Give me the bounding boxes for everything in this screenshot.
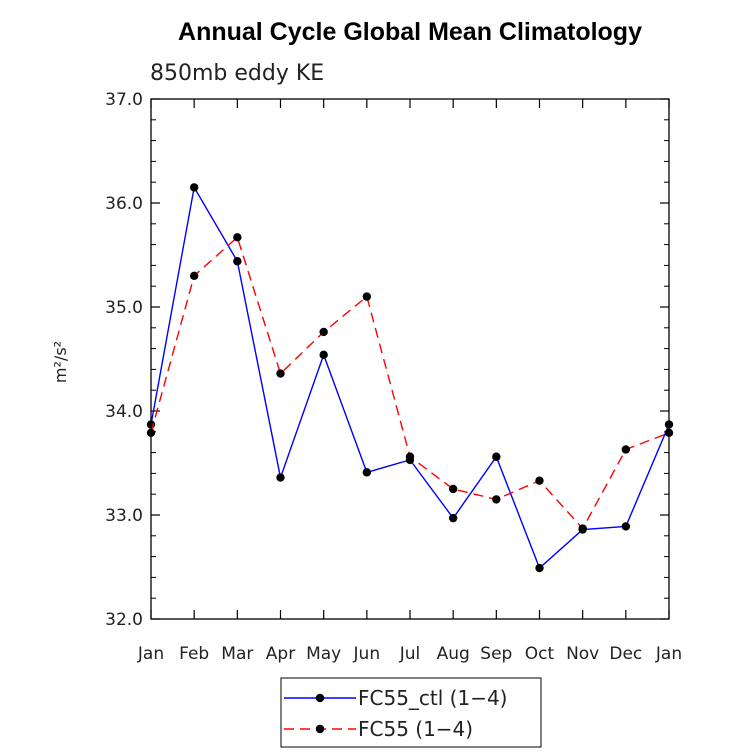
chart-subtitle: 850mb eddy KE — [150, 61, 324, 86]
y-tick-label: 37.0 — [105, 90, 143, 110]
series-2-point — [233, 233, 242, 242]
x-tick-label: Jul — [399, 644, 421, 664]
legend-box — [280, 677, 542, 748]
x-tick-label: May — [306, 644, 341, 664]
x-tick-label: Dec — [609, 644, 642, 664]
x-tick-label: Nov — [566, 644, 599, 664]
y-tick-label: 32.0 — [105, 610, 143, 630]
x-tick-label: Apr — [266, 644, 295, 664]
series-1-point — [535, 563, 544, 573]
y-tick-label: 33.0 — [105, 506, 143, 526]
series-2-point — [405, 452, 415, 461]
y-axis: 32.0 33.0 34.0 35.0 36.0 37.0 — [105, 90, 669, 630]
series-1-point — [448, 513, 458, 523]
series-1-point — [621, 522, 631, 531]
x-axis: Jan Feb Mar Apr May Jun Jul Aug Sep Oct Nov Dec Jan — [137, 99, 682, 664]
legend-label-2: FC55 (1−4) — [358, 717, 473, 741]
series-2-point — [448, 484, 458, 494]
series-1-point — [362, 468, 372, 477]
series-1-point — [664, 420, 674, 429]
series-line-2 — [150, 236, 670, 530]
series-2-point — [578, 524, 587, 533]
legend: FC55_ctl (1−4) FC55 (1−4) — [284, 686, 507, 741]
x-tick-label: Sep — [480, 644, 512, 664]
plot-area — [150, 98, 670, 620]
series-2-point — [664, 428, 674, 438]
series-2-point — [492, 495, 501, 504]
x-tick-label: Jan — [655, 644, 682, 664]
legend-marker-2 — [315, 724, 325, 734]
x-tick-label: Jan — [137, 644, 164, 664]
series-2-point — [362, 292, 372, 301]
x-tick-label: Mar — [221, 644, 253, 664]
y-tick-label: 36.0 — [105, 194, 143, 214]
series-1-point — [233, 257, 242, 266]
series-1-point — [492, 452, 501, 461]
x-tick-label: Feb — [179, 644, 209, 664]
series-2-point — [146, 428, 156, 438]
legend-label-1: FC55_ctl (1−4) — [358, 686, 507, 710]
series-1-point — [319, 350, 328, 360]
series-layer — [146, 183, 674, 573]
x-tick-label: Jun — [353, 644, 381, 664]
series-2-point — [621, 445, 631, 454]
y-tick-label: 35.0 — [105, 298, 143, 318]
series-2-point — [189, 271, 199, 280]
legend-marker-1 — [315, 693, 325, 703]
y-tick-label: 34.0 — [105, 402, 143, 422]
x-tick-label: Oct — [525, 644, 555, 664]
series-2-point — [535, 476, 544, 485]
series-2-point — [319, 327, 328, 337]
y-axis-label: m²/s² — [51, 341, 70, 383]
series-2-point — [276, 369, 285, 378]
series-1-point — [189, 183, 199, 192]
x-tick-label: Aug — [437, 644, 470, 664]
series-1-point — [276, 473, 285, 482]
chart-title: Annual Cycle Global Mean Climatology — [178, 18, 642, 46]
